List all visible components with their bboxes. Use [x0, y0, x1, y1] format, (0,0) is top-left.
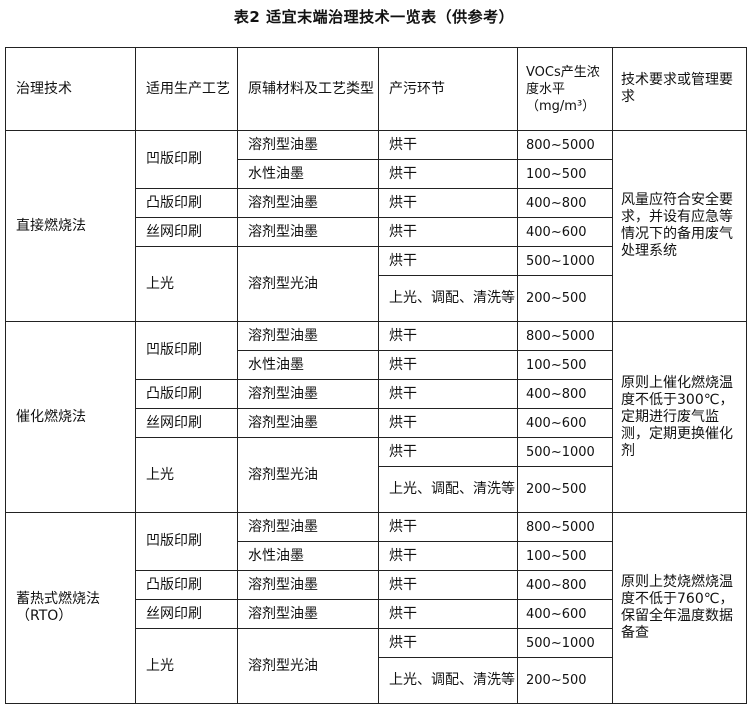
header-concentration: VOCs产生浓度水平（mg/m³）: [517, 47, 613, 131]
table-row: 蓄热式燃烧法（RTO） 凹版印刷 溶剂型油墨 烘干 800~5000 原则上焚烧燃烧温度不…: [5, 512, 747, 704]
material-cell: 溶剂型油墨: [237, 408, 379, 438]
technology-cell: 直接燃烧法: [5, 130, 136, 322]
concentration-cell: 200~500: [517, 275, 613, 322]
process-cell: 凹版印刷: [135, 130, 238, 189]
concentration-cell: 200~500: [517, 466, 613, 513]
concentration-cell: 400~600: [517, 408, 613, 438]
header-stage: 产污环节: [378, 47, 518, 131]
process-cell: 上光: [135, 437, 238, 513]
table-title: 表2 适宜末端治理技术一览表（供参考）: [233, 8, 515, 26]
process-cell: 丝网印刷: [135, 217, 238, 247]
table-row: 凸版印刷 溶剂型油墨 烘干 400~800: [6, 570, 747, 600]
material-cell: 溶剂型油墨: [237, 321, 379, 351]
technology-cell: 蓄热式燃烧法（RTO）: [5, 512, 136, 704]
stage-cell: 烘干: [378, 599, 518, 629]
stage-cell: 烘干: [378, 159, 518, 189]
table-row: 凸版印刷 溶剂型油墨 烘干 400~800: [6, 379, 747, 409]
table-row: 上光、调配、清洗等 200~500: [6, 657, 747, 704]
process-cell: 凸版印刷: [135, 570, 238, 600]
process-cell: 丝网印刷: [135, 408, 238, 438]
material-cell: 溶剂型油墨: [237, 130, 379, 160]
stage-cell: 烘干: [378, 408, 518, 438]
material-cell: 溶剂型油墨: [237, 217, 379, 247]
material-cell: 溶剂型油墨: [237, 570, 379, 600]
material-cell: 溶剂型油墨: [237, 379, 379, 409]
process-cell: 上光: [135, 246, 238, 322]
requirement-cell: 原则上焚烧燃烧温度不低于760℃，保留全年温度数据备查: [612, 512, 747, 704]
stage-cell: 烘干: [378, 379, 518, 409]
treatment-technology-table: 治理技术 适用生产工艺 原辅材料及工艺类型 产污环节 VOCs产生浓度水平（mg…: [5, 47, 747, 704]
table-row: 水性油墨 烘干 100~500: [6, 350, 747, 380]
material-cell: 溶剂型光油: [237, 628, 379, 704]
stage-cell: 上光、调配、清洗等: [378, 466, 518, 513]
concentration-cell: 800~5000: [517, 130, 613, 160]
stage-cell: 烘干: [378, 130, 518, 160]
material-cell: 溶剂型光油: [237, 437, 379, 513]
header-material: 原辅材料及工艺类型: [237, 47, 379, 131]
concentration-cell: 800~5000: [517, 321, 613, 351]
table-row: 水性油墨 烘干 100~500: [6, 159, 747, 189]
concentration-cell: 500~1000: [517, 628, 613, 658]
concentration-cell: 500~1000: [517, 437, 613, 467]
concentration-cell: 200~500: [517, 657, 613, 704]
material-cell: 溶剂型油墨: [237, 512, 379, 542]
stage-cell: 烘干: [378, 246, 518, 276]
stage-cell: 烘干: [378, 188, 518, 218]
material-cell: 水性油墨: [237, 159, 379, 189]
header-requirement: 技术要求或管理要求: [612, 47, 747, 131]
material-cell: 溶剂型油墨: [237, 599, 379, 629]
stage-cell: 烘干: [378, 570, 518, 600]
stage-cell: 上光、调配、清洗等: [378, 657, 518, 704]
header-row: 治理技术 适用生产工艺 原辅材料及工艺类型 产污环节 VOCs产生浓度水平（mg…: [5, 47, 747, 131]
table-row: 上光、调配、清洗等 200~500: [6, 466, 747, 513]
requirement-cell: 风量应符合安全要求，并设有应急等情况下的备用废气处理系统: [612, 130, 747, 322]
table-row: 上光 溶剂型光油 烘干 500~1000: [6, 246, 747, 322]
stage-cell: 烘干: [378, 541, 518, 571]
technology-cell: 催化燃烧法: [5, 321, 136, 513]
table-row: 上光 溶剂型光油 烘干 500~1000: [6, 628, 747, 704]
stage-cell: 烘干: [378, 350, 518, 380]
requirement-cell: 原则上催化燃烧温度不低于300℃，定期进行废气监测，定期更换催化剂: [612, 321, 747, 513]
stage-cell: 烘干: [378, 437, 518, 467]
process-cell: 丝网印刷: [135, 599, 238, 629]
material-cell: 水性油墨: [237, 350, 379, 380]
concentration-cell: 100~500: [517, 350, 613, 380]
table-row: 丝网印刷 溶剂型油墨 烘干 400~600: [6, 408, 747, 438]
stage-cell: 烘干: [378, 217, 518, 247]
process-cell: 凸版印刷: [135, 188, 238, 218]
concentration-cell: 100~500: [517, 159, 613, 189]
header-technology: 治理技术: [5, 47, 136, 131]
concentration-cell: 400~800: [517, 379, 613, 409]
header-process: 适用生产工艺: [135, 47, 238, 131]
concentration-cell: 400~600: [517, 217, 613, 247]
concentration-cell: 100~500: [517, 541, 613, 571]
table-row: 催化燃烧法 凹版印刷 溶剂型油墨 烘干 800~5000 原则上催化燃烧温度不低于300℃…: [5, 321, 747, 513]
table-row: 直接燃烧法 凹版印刷 溶剂型油墨 烘干 800~5000 风量应符合安全要求，并设有应急等…: [5, 130, 747, 322]
concentration-cell: 400~800: [517, 188, 613, 218]
stage-cell: 烘干: [378, 321, 518, 351]
concentration-cell: 500~1000: [517, 246, 613, 276]
table-row: 上光 溶剂型光油 烘干 500~1000: [6, 437, 747, 513]
process-cell: 凹版印刷: [135, 321, 238, 380]
process-cell: 凸版印刷: [135, 379, 238, 409]
material-cell: 溶剂型油墨: [237, 188, 379, 218]
concentration-cell: 800~5000: [517, 512, 613, 542]
stage-cell: 烘干: [378, 628, 518, 658]
table-row: 丝网印刷 溶剂型油墨 烘干 400~600: [6, 217, 747, 247]
stage-cell: 上光、调配、清洗等: [378, 275, 518, 322]
stage-cell: 烘干: [378, 512, 518, 542]
table-row: 丝网印刷 溶剂型油墨 烘干 400~600: [6, 599, 747, 629]
concentration-cell: 400~800: [517, 570, 613, 600]
concentration-cell: 400~600: [517, 599, 613, 629]
material-cell: 溶剂型光油: [237, 246, 379, 322]
process-cell: 凹版印刷: [135, 512, 238, 571]
material-cell: 水性油墨: [237, 541, 379, 571]
table-row: 上光、调配、清洗等 200~500: [6, 275, 747, 322]
process-cell: 上光: [135, 628, 238, 704]
table-row: 凸版印刷 溶剂型油墨 烘干 400~800: [6, 188, 747, 218]
